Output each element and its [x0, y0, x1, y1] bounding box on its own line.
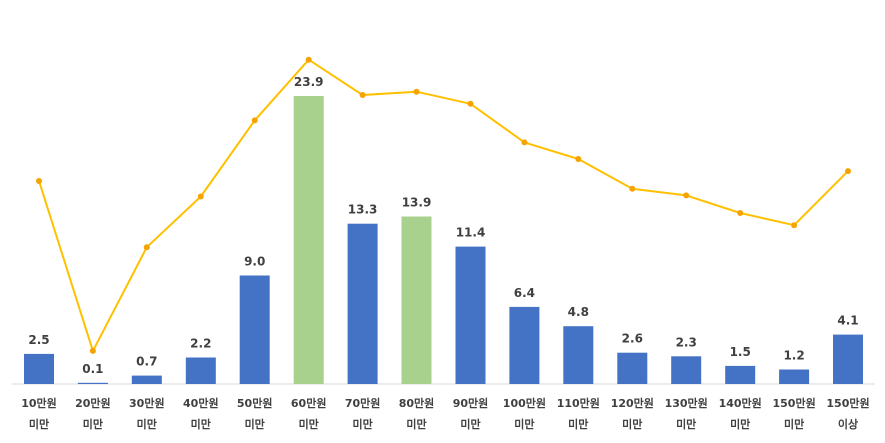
x-tick-label: 이상	[838, 417, 858, 431]
bar-value-label: 23.9	[294, 75, 324, 89]
bar	[617, 352, 648, 384]
x-tick-label: 60만원	[291, 396, 327, 410]
bar	[239, 275, 270, 384]
bar	[347, 223, 378, 384]
bar-value-label: 0.1	[82, 362, 103, 376]
line-path	[38, 58, 849, 352]
x-tick-label: 미만	[784, 417, 804, 431]
x-tick-label: 30만원	[129, 396, 165, 410]
bar	[509, 306, 540, 384]
bar-value-label: 2.5	[28, 333, 49, 347]
x-tick-label: 미만	[29, 417, 49, 431]
line-point	[467, 100, 474, 107]
x-tick-label: 미만	[245, 417, 265, 431]
line-series	[36, 56, 851, 354]
line-point	[413, 88, 420, 95]
line-point	[36, 178, 42, 184]
x-tick-label: 150만원	[826, 396, 869, 410]
x-tick-label: 미만	[137, 417, 157, 431]
x-tick-label: 70만원	[345, 396, 381, 410]
x-tick-label: 100만원	[503, 396, 546, 410]
bar	[293, 96, 324, 384]
bar-value-label: 11.4	[456, 226, 486, 240]
bar-value-label: 13.9	[402, 196, 432, 210]
bar-value-label: 6.4	[514, 286, 535, 300]
x-tick-label: 150만원	[772, 396, 815, 410]
bar	[24, 353, 54, 384]
bar-value-label: 4.1	[837, 314, 858, 328]
line-point	[89, 347, 96, 354]
bar	[131, 375, 162, 384]
bar	[455, 246, 486, 384]
bar-value-label: 1.5	[730, 345, 751, 359]
bar-value-label: 4.8	[568, 305, 589, 319]
x-tick-label: 130만원	[665, 396, 708, 410]
line-point	[305, 56, 312, 63]
bar	[401, 216, 432, 384]
x-tick-label: 20만원	[75, 396, 111, 410]
x-tick-label: 120만원	[611, 396, 654, 410]
line-point	[575, 156, 582, 162]
bar	[77, 382, 108, 384]
line-point	[791, 222, 798, 229]
line-point	[845, 168, 851, 175]
line-point	[521, 139, 528, 146]
bar-value-label: 2.6	[622, 332, 643, 346]
line-point	[629, 185, 636, 192]
x-tick-label: 미만	[622, 417, 642, 431]
x-tick-label: 10만원	[21, 396, 57, 410]
bar-value-label: 0.7	[136, 355, 157, 369]
x-tick-label: 미만	[676, 417, 696, 431]
x-tick-label: 미만	[83, 417, 103, 431]
x-tick-label: 80만원	[399, 396, 435, 410]
x-tick-label: 미만	[730, 417, 750, 431]
x-tick-label: 90만원	[453, 396, 489, 410]
x-tick-label: 미만	[514, 417, 534, 431]
x-tick-label: 50만원	[237, 396, 273, 410]
bar	[725, 365, 756, 384]
bar-value-label: 9.0	[244, 255, 265, 269]
bar-value-label: 2.3	[676, 335, 697, 349]
bar	[833, 334, 863, 384]
bar-value-label: 1.2	[783, 349, 804, 363]
bar	[563, 326, 594, 384]
x-tick-label: 미만	[191, 417, 211, 431]
bar-value-label: 13.3	[348, 203, 378, 217]
line-point	[197, 193, 204, 200]
line-point	[359, 92, 366, 98]
x-tick-label: 미만	[299, 417, 319, 431]
line-point	[737, 210, 744, 216]
x-tick-label: 미만	[568, 417, 588, 431]
bar	[185, 357, 216, 384]
bar	[671, 356, 702, 384]
bar-series	[24, 96, 863, 384]
line-point	[251, 117, 258, 124]
line-point	[683, 192, 690, 199]
x-tick-label: 40만원	[183, 396, 219, 410]
bar	[779, 369, 810, 384]
line-point	[143, 244, 150, 251]
bar-data-labels: 2.5 0.1 0.7 2.2 9.0 23.9 13.3 13.9 11.4 6.4 4.8 2.6…	[28, 75, 858, 376]
x-tick-label: 110만원	[557, 396, 600, 410]
x-tick-label: 140만원	[719, 396, 762, 410]
x-tick-label: 미만	[406, 417, 426, 431]
bar-value-label: 2.2	[190, 337, 211, 351]
x-tick-label: 미만	[460, 417, 480, 431]
x-tick-label: 미만	[352, 417, 372, 431]
